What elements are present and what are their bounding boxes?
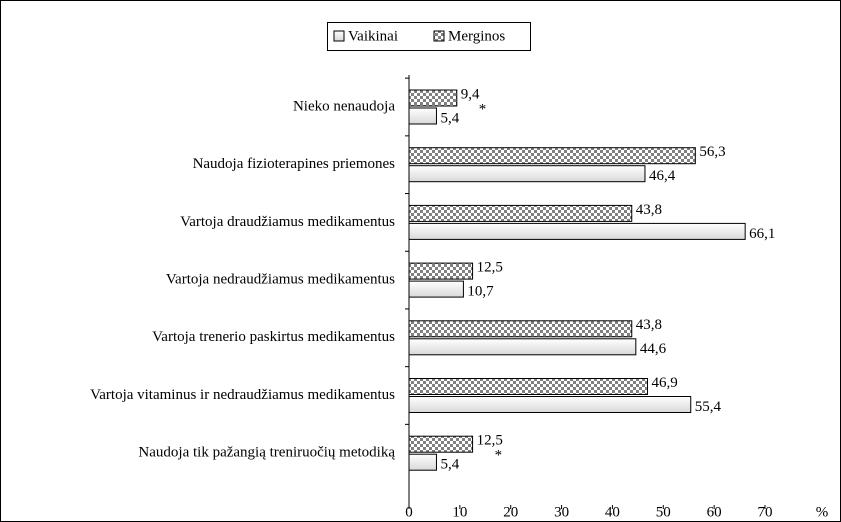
x-tick-label: 70	[758, 504, 773, 520]
legend-label: Vaikinai	[348, 28, 398, 44]
y-tick-label: Naudoja fizioterapines priemones	[193, 156, 396, 172]
value-label: 46,9	[652, 375, 678, 391]
legend-swatch	[433, 30, 445, 42]
bar	[408, 222, 746, 240]
bar	[408, 378, 649, 395]
x-tick-label: 30	[554, 504, 569, 520]
bar	[408, 204, 633, 222]
value-label: 9,4	[461, 86, 480, 102]
value-label: 43,8	[636, 202, 662, 218]
bar	[408, 89, 458, 107]
value-label: 66,1	[749, 226, 775, 242]
x-tick-label: 0	[405, 504, 413, 520]
bar	[408, 338, 637, 356]
bar	[408, 396, 692, 413]
y-tick-label: Vartoja nedraudžiamus medikamentus	[166, 272, 395, 288]
x-tick-label: 10	[452, 504, 467, 520]
value-label: 44,6	[640, 341, 667, 357]
annotation: *	[495, 448, 503, 464]
y-tick-label: Vartoja trenerio paskirtus medikamentus	[152, 329, 395, 345]
x-tick-label: 60	[707, 504, 722, 520]
value-label: 56,3	[699, 144, 725, 160]
x-tick-label: 40	[605, 504, 620, 520]
value-label: 12,5	[477, 260, 503, 276]
x-tick-label: 50	[656, 504, 671, 520]
y-tick-label: Vartoja vitaminus ir nedraudžiamus medik…	[90, 387, 395, 403]
value-label: 10,7	[467, 284, 494, 300]
bar	[408, 165, 646, 183]
bar	[408, 320, 633, 338]
bar	[408, 262, 474, 280]
y-tick-label: Naudoja tik pažangią treniruočių metodik…	[138, 445, 395, 461]
legend-box	[327, 22, 531, 51]
value-label: 43,8	[636, 317, 662, 333]
bar	[408, 107, 437, 125]
value-label: 12,5	[477, 433, 503, 449]
bar	[408, 147, 696, 165]
value-label: 5,4	[440, 457, 459, 473]
value-label: 55,4	[695, 399, 722, 415]
y-tick-label: Vartoja draudžiamus medikamentus	[180, 214, 395, 230]
legend-label: Merginos	[448, 28, 505, 44]
annotation: *	[479, 101, 487, 117]
value-label: 46,4	[649, 168, 676, 184]
value-label: 5,4	[440, 110, 459, 126]
x-tick-label: 20	[503, 504, 518, 520]
y-tick-label: Nieko nenaudoja	[293, 98, 395, 114]
bar	[408, 435, 474, 453]
bar	[408, 280, 464, 298]
x-axis-label: %	[816, 504, 829, 520]
bar	[408, 453, 437, 471]
legend-swatch	[333, 30, 345, 42]
